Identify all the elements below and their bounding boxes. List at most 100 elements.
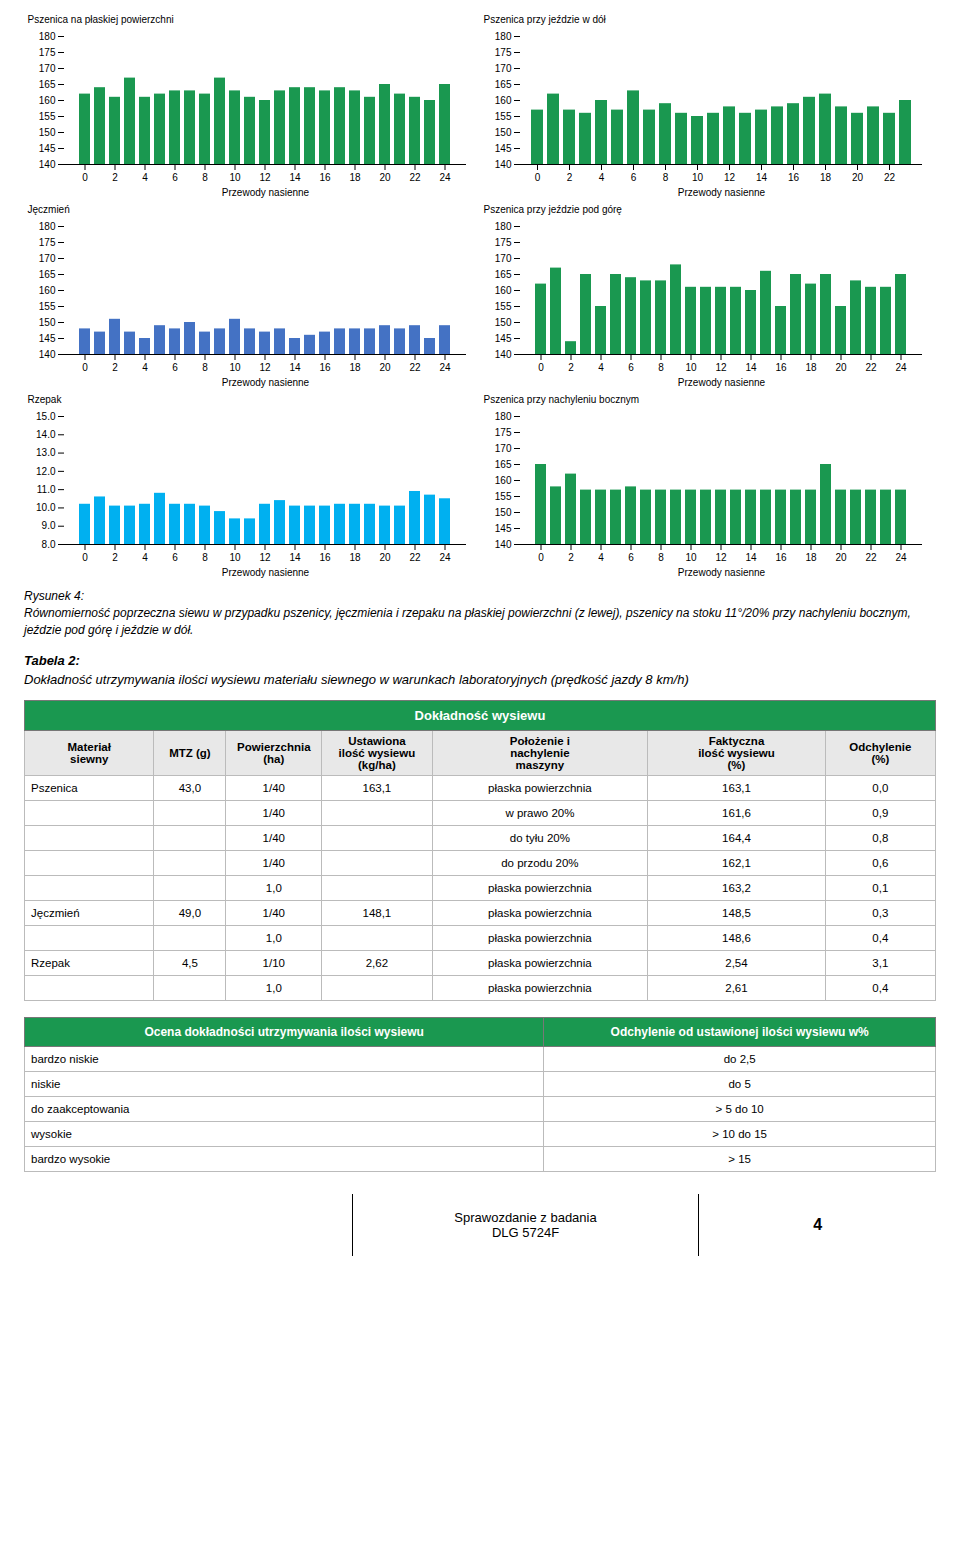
svg-text:10: 10 bbox=[229, 552, 241, 563]
svg-text:160: 160 bbox=[39, 95, 56, 106]
svg-text:0: 0 bbox=[535, 172, 541, 183]
svg-text:16: 16 bbox=[775, 362, 787, 373]
svg-text:170: 170 bbox=[495, 253, 512, 264]
svg-text:6: 6 bbox=[172, 172, 178, 183]
svg-text:165: 165 bbox=[39, 79, 56, 90]
svg-text:180: 180 bbox=[495, 221, 512, 232]
svg-text:12: 12 bbox=[715, 552, 727, 563]
svg-text:0: 0 bbox=[82, 362, 88, 373]
svg-text:Przewody nasienne: Przewody nasienne bbox=[222, 377, 310, 388]
svg-text:150: 150 bbox=[495, 127, 512, 138]
svg-text:8: 8 bbox=[658, 362, 664, 373]
svg-text:20: 20 bbox=[852, 172, 864, 183]
svg-text:24: 24 bbox=[439, 552, 451, 563]
svg-text:8: 8 bbox=[658, 552, 664, 563]
svg-text:22: 22 bbox=[865, 552, 877, 563]
svg-text:155: 155 bbox=[39, 301, 56, 312]
svg-text:155: 155 bbox=[495, 491, 512, 502]
svg-text:24: 24 bbox=[439, 362, 451, 373]
svg-text:175: 175 bbox=[495, 47, 512, 58]
svg-text:165: 165 bbox=[39, 269, 56, 280]
svg-text:150: 150 bbox=[39, 127, 56, 138]
svg-text:4: 4 bbox=[598, 552, 604, 563]
svg-text:4: 4 bbox=[142, 552, 148, 563]
svg-text:0: 0 bbox=[538, 552, 544, 563]
svg-text:145: 145 bbox=[39, 143, 56, 154]
svg-text:11.0: 11.0 bbox=[37, 484, 56, 495]
svg-text:160: 160 bbox=[495, 475, 512, 486]
svg-text:8: 8 bbox=[202, 172, 208, 183]
svg-text:0: 0 bbox=[538, 362, 544, 373]
svg-text:20: 20 bbox=[379, 362, 391, 373]
svg-text:Rzepak: Rzepak bbox=[28, 394, 63, 405]
svg-text:16: 16 bbox=[319, 362, 331, 373]
svg-text:12.0: 12.0 bbox=[36, 466, 56, 477]
svg-text:0: 0 bbox=[82, 552, 88, 563]
svg-text:170: 170 bbox=[39, 63, 56, 74]
svg-text:14: 14 bbox=[289, 362, 301, 373]
svg-text:150: 150 bbox=[495, 317, 512, 328]
svg-text:Pszenica przy jeździe pod górę: Pszenica przy jeździe pod górę bbox=[484, 204, 623, 215]
svg-text:Jęczmień: Jęczmień bbox=[28, 204, 70, 215]
svg-text:6: 6 bbox=[172, 362, 178, 373]
svg-text:10: 10 bbox=[692, 172, 704, 183]
svg-text:145: 145 bbox=[495, 333, 512, 344]
svg-text:140: 140 bbox=[495, 349, 512, 360]
svg-text:16: 16 bbox=[788, 172, 800, 183]
svg-text:155: 155 bbox=[495, 301, 512, 312]
svg-text:0: 0 bbox=[82, 172, 88, 183]
svg-text:15.0: 15.0 bbox=[36, 411, 56, 422]
svg-text:24: 24 bbox=[895, 362, 907, 373]
svg-text:165: 165 bbox=[495, 459, 512, 470]
svg-text:22: 22 bbox=[865, 362, 877, 373]
svg-text:150: 150 bbox=[495, 507, 512, 518]
svg-text:2: 2 bbox=[112, 362, 118, 373]
svg-text:16: 16 bbox=[319, 172, 331, 183]
svg-text:170: 170 bbox=[39, 253, 56, 264]
svg-text:8: 8 bbox=[202, 552, 208, 563]
svg-text:22: 22 bbox=[409, 362, 421, 373]
svg-text:12: 12 bbox=[724, 172, 736, 183]
svg-text:165: 165 bbox=[495, 79, 512, 90]
svg-text:8.0: 8.0 bbox=[42, 539, 56, 550]
svg-text:145: 145 bbox=[495, 523, 512, 534]
svg-text:18: 18 bbox=[805, 362, 817, 373]
svg-text:145: 145 bbox=[495, 143, 512, 154]
svg-text:140: 140 bbox=[495, 159, 512, 170]
svg-text:4: 4 bbox=[142, 362, 148, 373]
svg-text:6: 6 bbox=[628, 552, 634, 563]
svg-text:8: 8 bbox=[663, 172, 669, 183]
svg-text:180: 180 bbox=[495, 411, 512, 422]
svg-text:14.0: 14.0 bbox=[36, 429, 56, 440]
svg-text:10: 10 bbox=[685, 552, 697, 563]
svg-text:12: 12 bbox=[259, 362, 271, 373]
svg-text:18: 18 bbox=[349, 552, 361, 563]
svg-text:14: 14 bbox=[745, 362, 757, 373]
svg-text:16: 16 bbox=[319, 552, 331, 563]
svg-text:Pszenica na płaskiej powierzch: Pszenica na płaskiej powierzchni bbox=[28, 14, 174, 25]
svg-text:175: 175 bbox=[39, 47, 56, 58]
svg-text:2: 2 bbox=[567, 172, 573, 183]
svg-text:9.0: 9.0 bbox=[42, 520, 56, 531]
svg-text:Przewody nasienne: Przewody nasienne bbox=[678, 187, 766, 198]
svg-text:140: 140 bbox=[39, 349, 56, 360]
svg-text:10: 10 bbox=[685, 362, 697, 373]
svg-text:24: 24 bbox=[439, 172, 451, 183]
svg-text:155: 155 bbox=[39, 111, 56, 122]
svg-text:20: 20 bbox=[835, 552, 847, 563]
svg-text:4: 4 bbox=[598, 362, 604, 373]
svg-text:18: 18 bbox=[349, 172, 361, 183]
svg-text:180: 180 bbox=[495, 31, 512, 42]
svg-text:13.0: 13.0 bbox=[36, 447, 56, 458]
svg-text:Pszenica przy nachyleniu boczn: Pszenica przy nachyleniu bocznym bbox=[484, 394, 640, 405]
svg-text:175: 175 bbox=[39, 237, 56, 248]
svg-text:160: 160 bbox=[39, 285, 56, 296]
svg-text:4: 4 bbox=[142, 172, 148, 183]
svg-text:24: 24 bbox=[895, 552, 907, 563]
svg-text:20: 20 bbox=[835, 362, 847, 373]
svg-text:6: 6 bbox=[628, 362, 634, 373]
svg-text:Pszenica przy jeździe w dół: Pszenica przy jeździe w dół bbox=[484, 14, 607, 25]
svg-text:Przewody nasienne: Przewody nasienne bbox=[678, 377, 766, 388]
svg-text:4: 4 bbox=[599, 172, 605, 183]
svg-text:14: 14 bbox=[745, 552, 757, 563]
